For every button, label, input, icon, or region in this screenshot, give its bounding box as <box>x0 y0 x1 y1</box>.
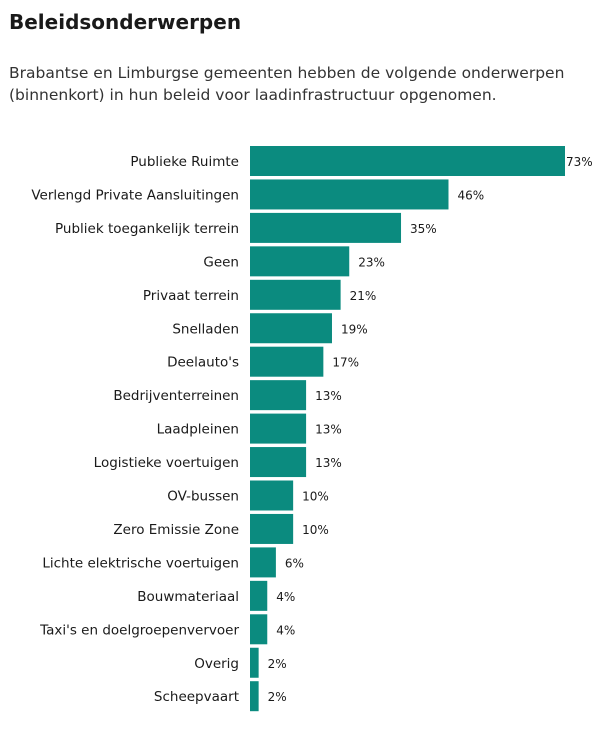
bar <box>250 146 565 176</box>
category-label: Overig <box>194 656 239 672</box>
category-label: Bouwmateriaal <box>137 589 239 605</box>
category-label: Zero Emissie Zone <box>113 522 239 538</box>
chart-subtitle: Brabantse en Limburgse gemeenten hebben … <box>9 64 565 104</box>
bar <box>250 413 307 444</box>
bar <box>250 614 268 645</box>
bar <box>250 313 332 344</box>
category-label: Verlengd Private Aansluitingen <box>31 187 239 203</box>
bar <box>250 279 341 310</box>
value-label: 13% <box>315 423 342 437</box>
bar <box>250 547 276 578</box>
bar <box>250 480 294 511</box>
bar <box>250 346 324 377</box>
category-label: Privaat terrein <box>143 288 239 304</box>
value-label: 6% <box>285 556 304 570</box>
value-label: 2% <box>268 657 287 671</box>
value-label: 17% <box>332 356 359 370</box>
value-label: 13% <box>315 456 342 470</box>
value-label: 35% <box>410 222 437 236</box>
value-label: 73% <box>566 155 593 169</box>
category-label: Laadpleinen <box>157 422 239 438</box>
value-label: 46% <box>457 188 484 202</box>
category-label: Geen <box>203 254 239 270</box>
category-label: Publiek toegankelijk terrein <box>55 221 239 237</box>
category-label: OV-bussen <box>167 489 239 505</box>
value-label: 2% <box>268 690 287 704</box>
value-label: 4% <box>276 623 295 637</box>
value-label: 23% <box>358 255 385 269</box>
category-label: Publieke Ruimte <box>130 154 239 170</box>
bar <box>250 212 402 243</box>
category-label: Scheepvaart <box>154 689 239 705</box>
value-label: 21% <box>350 289 377 303</box>
chart-title: Beleidsonderwerpen <box>9 10 242 34</box>
value-label: 4% <box>276 590 295 604</box>
bar <box>250 513 294 544</box>
value-label: 19% <box>341 322 368 336</box>
category-label: Logistieke voertuigen <box>94 455 239 471</box>
bar <box>250 246 350 277</box>
category-label: Snelladen <box>172 321 239 337</box>
value-label: 10% <box>302 523 329 537</box>
bar <box>250 647 259 678</box>
bar <box>250 681 259 712</box>
value-label: 10% <box>302 490 329 504</box>
bar <box>250 580 268 611</box>
category-label: Deelauto's <box>167 355 239 371</box>
bar <box>250 380 307 411</box>
category-label: Taxi's en doelgroepenvervoer <box>39 622 239 638</box>
category-label: Bedrijventerreinen <box>113 388 239 404</box>
category-label: Lichte elektrische voertuigen <box>42 555 239 571</box>
bar <box>250 179 449 210</box>
value-label: 13% <box>315 389 342 403</box>
bar <box>250 447 307 478</box>
